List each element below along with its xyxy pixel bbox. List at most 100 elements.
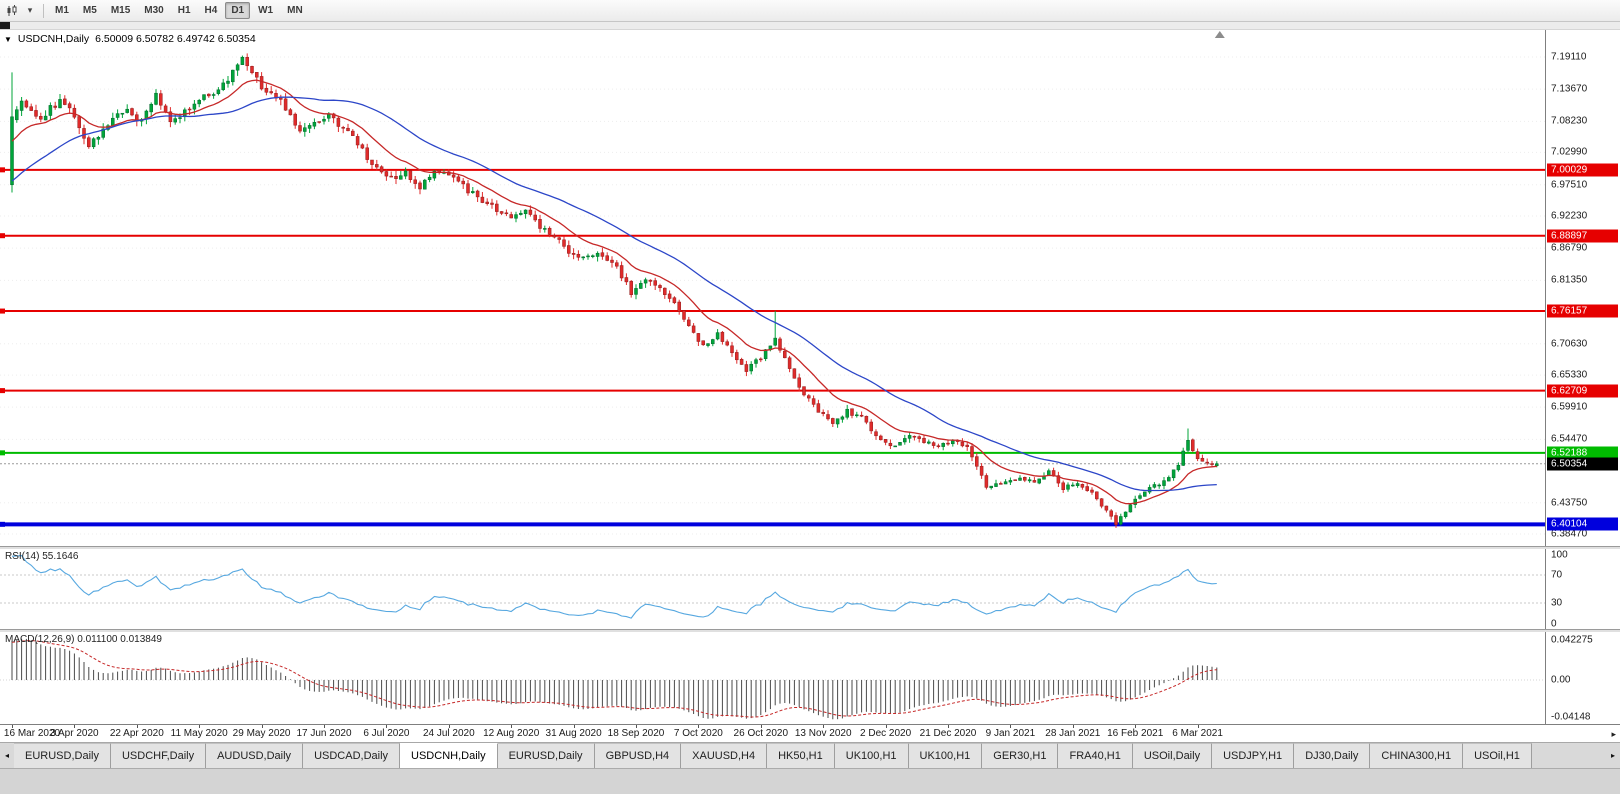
time-tick: [760, 725, 762, 728]
main-chart-canvas[interactable]: [0, 30, 1545, 546]
macd-axis: 0.042275 0.00 -0.04148: [1545, 632, 1620, 724]
time-label: 16 Mar 2020: [3, 728, 61, 739]
time-tick: [1197, 725, 1199, 728]
bottom-strip: [0, 768, 1620, 794]
tab-eurusd-daily[interactable]: EURUSD,Daily: [497, 743, 595, 768]
tab-dj30-daily[interactable]: DJ30,Daily: [1294, 743, 1371, 768]
time-tick: [136, 725, 138, 728]
tab-xauusd-h4[interactable]: XAUUSD,H4: [681, 743, 768, 768]
price-tick-label: 6.59910: [1551, 401, 1588, 413]
pane-splitter[interactable]: [0, 629, 1620, 632]
timeframe-button-m15[interactable]: M15: [110, 5, 131, 16]
rsi-axis-label: 70: [1551, 569, 1563, 581]
time-tick: [1010, 725, 1012, 728]
price-tick-label: 6.81350: [1551, 274, 1588, 286]
rsi-axis-label: 0: [1551, 618, 1557, 630]
time-tick: [885, 725, 887, 728]
chart-tabs-bar: ◂ EURUSD,Daily USDCHF,Daily AUDUSD,Daily US…: [0, 742, 1620, 768]
tab-usdjpy-h1[interactable]: USDJPY,H1: [1212, 743, 1295, 768]
timeframe-button-m1[interactable]: M1: [55, 5, 69, 16]
price-tick-label: 7.08230: [1551, 115, 1588, 127]
toolbar-separator: [43, 3, 44, 18]
time-tick: [448, 725, 450, 728]
level-price-label: 6.62709: [1547, 384, 1618, 398]
scroll-to-end-icon[interactable]: ▸: [1611, 729, 1616, 739]
time-tick: [1072, 725, 1074, 728]
timeframe-toolbar: M1 M5 M15 M30 H1 H4 D1 W1 MN: [48, 2, 310, 19]
level-price-label: 7.00029: [1547, 163, 1618, 177]
time-label: 7 Oct 2020: [673, 728, 723, 739]
tab-audusd-daily[interactable]: AUDUSD,Daily: [206, 743, 304, 768]
chart-type-candlestick-icon[interactable]: [4, 3, 20, 19]
price-tick-label: 6.43750: [1551, 497, 1588, 509]
rsi-axis-label: 100: [1551, 549, 1568, 561]
chart-window-menu-icon[interactable]: [0, 22, 10, 29]
time-label: 6 Jul 2020: [363, 728, 410, 739]
time-tick: [199, 725, 201, 728]
timeframe-button-h4[interactable]: H4: [204, 5, 218, 16]
macd-axis-label: 0.00: [1551, 674, 1571, 686]
timeframe-button-w1[interactable]: W1: [258, 5, 274, 16]
time-tick: [74, 725, 76, 728]
time-tick: [823, 725, 825, 728]
time-label: 3 Apr 2020: [50, 728, 99, 739]
tab-usdcnh-daily[interactable]: USDCNH,Daily: [400, 743, 498, 768]
rsi-label: RSI(14) 55.1646: [5, 551, 79, 562]
rsi-axis-label: 30: [1551, 597, 1563, 609]
timeframe-button-mn[interactable]: MN: [287, 5, 303, 16]
price-tick-label: 6.65330: [1551, 369, 1588, 381]
tab-gbpusd-h4[interactable]: GBPUSD,H4: [594, 743, 682, 768]
time-label: 18 Sep 2020: [607, 728, 665, 739]
time-label: 21 Dec 2020: [919, 728, 977, 739]
chart-type-dropdown-arrow-icon[interactable]: ▾: [27, 5, 33, 15]
tab-usoil-h1[interactable]: USOil,H1: [1463, 743, 1532, 768]
level-price-label: 6.88897: [1547, 229, 1618, 243]
price-tick-label: 6.54470: [1551, 433, 1588, 445]
price-tick-label: 7.13670: [1551, 83, 1588, 95]
toolbar: ▾ M1 M5 M15 M30 H1 H4 D1 W1 MN: [0, 0, 1620, 22]
tabs-scroll-left-icon[interactable]: ◂: [4, 751, 9, 760]
tab-uk100-h1[interactable]: UK100,H1: [834, 743, 909, 768]
tab-fra40-h1[interactable]: FRA40,H1: [1058, 743, 1133, 768]
time-label: 6 Mar 2021: [1172, 728, 1223, 739]
tab-usoil-daily[interactable]: USOil,Daily: [1132, 743, 1213, 768]
time-tick: [261, 725, 263, 728]
timeframe-button-h1[interactable]: H1: [177, 5, 191, 16]
macd-axis-label: -0.04148: [1551, 711, 1591, 723]
macd-axis-label: 0.042275: [1551, 634, 1593, 646]
tab-uk100-h1[interactable]: UK100,H1: [908, 743, 983, 768]
tab-usdchf-daily[interactable]: USDCHF,Daily: [110, 743, 207, 768]
time-label: 17 Jun 2020: [296, 728, 352, 739]
current-price-label: 6.50354: [1547, 457, 1618, 471]
tab-china300-h1[interactable]: CHINA300,H1: [1370, 743, 1464, 768]
chart-symbol-icon: ▼: [4, 34, 12, 44]
time-label: 31 Aug 2020: [545, 728, 602, 739]
tab-usdcad-daily[interactable]: USDCAD,Daily: [303, 743, 401, 768]
pane-splitter[interactable]: [0, 546, 1620, 549]
time-label: 16 Feb 2021: [1107, 728, 1164, 739]
time-label: 24 Jul 2020: [422, 728, 475, 739]
price-tick-label: 6.70630: [1551, 338, 1588, 350]
price-tick-label: 6.38470: [1551, 528, 1588, 540]
tab-ger30-h1[interactable]: GER30,H1: [982, 743, 1059, 768]
main-chart-pane: ▼ USDCNH,Daily 6.50009 6.50782 6.49742 6…: [0, 30, 1620, 546]
timeframe-button-m30[interactable]: M30: [144, 5, 164, 16]
time-label: 26 Oct 2020: [733, 728, 789, 739]
time-axis[interactable]: ▸ 16 Mar 2020 3 Apr 2020 22 Apr 2020 11 May…: [0, 724, 1620, 742]
level-price-label: 6.52188: [1547, 446, 1618, 460]
price-tick-label: 7.02990: [1551, 146, 1588, 158]
rsi-canvas[interactable]: [0, 549, 1545, 629]
timeframe-button-d1[interactable]: D1: [225, 2, 251, 19]
tab-hk50-h1[interactable]: HK50,H1: [767, 743, 835, 768]
timeframe-button-m5[interactable]: M5: [82, 5, 97, 16]
macd-label: MACD(12,26,9) 0.011100 0.013849: [5, 634, 162, 645]
price-tick-label: 7.19110: [1551, 51, 1587, 63]
time-label: 9 Jan 2021: [985, 728, 1036, 739]
macd-canvas[interactable]: [0, 632, 1545, 724]
time-tick: [573, 725, 575, 728]
tabs-scroll-right-icon[interactable]: ▸: [1610, 751, 1615, 760]
time-label: 22 Apr 2020: [109, 728, 164, 739]
rsi-axis: 100 70 30 0: [1545, 549, 1620, 630]
tab-eurusd-daily[interactable]: EURUSD,Daily: [14, 743, 111, 768]
